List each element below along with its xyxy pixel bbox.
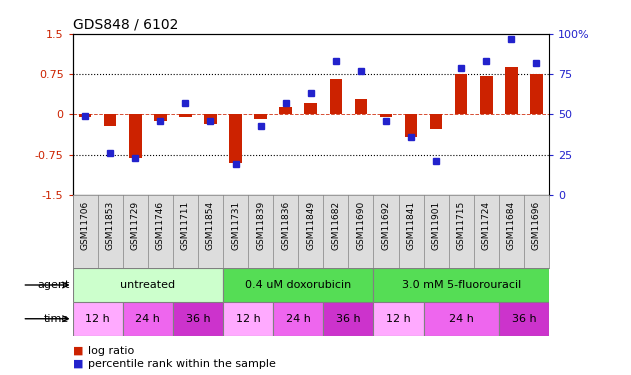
- Text: GSM11839: GSM11839: [256, 201, 265, 250]
- Bar: [374, 302, 423, 336]
- Bar: [223, 268, 374, 302]
- Bar: [73, 302, 122, 336]
- Bar: [530, 74, 543, 114]
- Bar: [380, 114, 392, 117]
- Bar: [430, 114, 442, 129]
- Text: GSM11853: GSM11853: [105, 201, 115, 250]
- Text: percentile rank within the sample: percentile rank within the sample: [88, 359, 276, 369]
- Bar: [154, 114, 167, 121]
- Text: untreated: untreated: [121, 280, 175, 290]
- Text: log ratio: log ratio: [88, 346, 134, 355]
- Text: ■: ■: [73, 346, 83, 355]
- Text: GSM11724: GSM11724: [482, 201, 491, 250]
- Text: 24 h: 24 h: [286, 314, 310, 324]
- Text: time: time: [44, 314, 69, 324]
- Bar: [405, 114, 417, 138]
- Text: GSM11841: GSM11841: [406, 201, 416, 250]
- Bar: [104, 114, 117, 126]
- Bar: [122, 302, 173, 336]
- Text: 12 h: 12 h: [386, 314, 411, 324]
- Bar: [223, 302, 273, 336]
- Text: GSM11690: GSM11690: [357, 201, 365, 250]
- Bar: [423, 302, 499, 336]
- Bar: [73, 268, 223, 302]
- Bar: [355, 99, 367, 114]
- Text: 12 h: 12 h: [236, 314, 261, 324]
- Text: GDS848 / 6102: GDS848 / 6102: [73, 17, 178, 31]
- Text: GSM11706: GSM11706: [81, 201, 90, 250]
- Text: GSM11684: GSM11684: [507, 201, 516, 250]
- Text: GSM11836: GSM11836: [281, 201, 290, 250]
- Text: GSM11696: GSM11696: [532, 201, 541, 250]
- Bar: [273, 302, 323, 336]
- Bar: [79, 114, 91, 117]
- Text: agent: agent: [37, 280, 69, 290]
- Bar: [204, 114, 216, 124]
- Bar: [499, 302, 549, 336]
- Bar: [173, 302, 223, 336]
- Text: 12 h: 12 h: [85, 314, 110, 324]
- Bar: [329, 80, 342, 114]
- Text: GSM11731: GSM11731: [231, 201, 240, 250]
- Text: 24 h: 24 h: [449, 314, 474, 324]
- Text: 36 h: 36 h: [186, 314, 210, 324]
- Text: ■: ■: [73, 359, 83, 369]
- Bar: [455, 74, 468, 114]
- Bar: [280, 107, 292, 114]
- Bar: [179, 114, 192, 117]
- Text: GSM11715: GSM11715: [457, 201, 466, 250]
- Text: GSM11692: GSM11692: [382, 201, 391, 250]
- Text: GSM11849: GSM11849: [306, 201, 316, 250]
- Text: GSM11746: GSM11746: [156, 201, 165, 250]
- Text: 24 h: 24 h: [135, 314, 160, 324]
- Text: GSM11854: GSM11854: [206, 201, 215, 250]
- Bar: [229, 114, 242, 163]
- Bar: [323, 302, 374, 336]
- Text: GSM11682: GSM11682: [331, 201, 340, 250]
- Bar: [480, 76, 493, 114]
- Bar: [374, 268, 549, 302]
- Text: 36 h: 36 h: [336, 314, 361, 324]
- Bar: [505, 67, 517, 114]
- Text: GSM11711: GSM11711: [181, 201, 190, 250]
- Bar: [129, 114, 141, 159]
- Text: 3.0 mM 5-fluorouracil: 3.0 mM 5-fluorouracil: [401, 280, 521, 290]
- Text: GSM11729: GSM11729: [131, 201, 139, 250]
- Text: GSM11901: GSM11901: [432, 201, 440, 250]
- Bar: [305, 102, 317, 114]
- Text: 0.4 uM doxorubicin: 0.4 uM doxorubicin: [245, 280, 351, 290]
- Text: 36 h: 36 h: [512, 314, 536, 324]
- Bar: [254, 114, 267, 118]
